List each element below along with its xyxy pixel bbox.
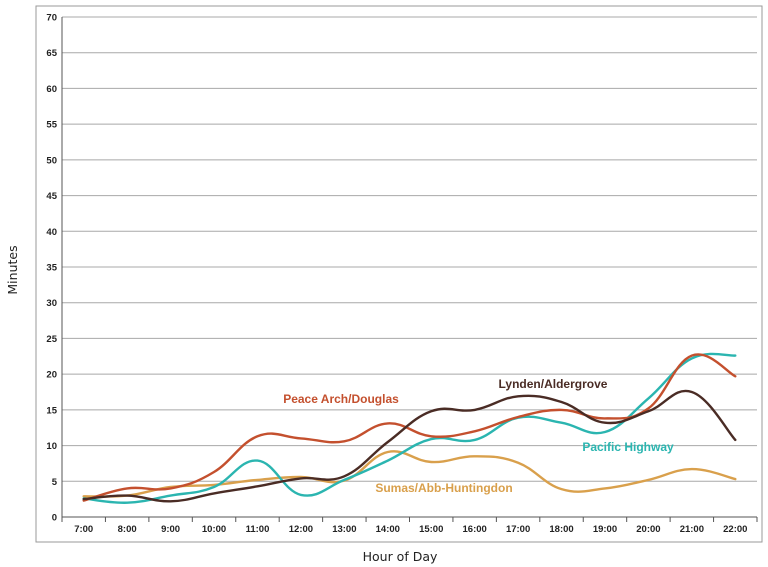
y-tick-label-60: 60 bbox=[46, 84, 57, 95]
x-tick-label-9:00: 9:00 bbox=[161, 524, 180, 535]
series-lines bbox=[82, 352, 737, 504]
x-tick-label-21:00: 21:00 bbox=[680, 524, 704, 535]
series-label-sumas-abb-huntingdon: Sumas/Abb-Huntingdon bbox=[375, 481, 512, 495]
y-tick-label-35: 35 bbox=[46, 263, 57, 274]
y-axis-title: Minutes bbox=[5, 245, 20, 294]
x-tick-label-7:00: 7:00 bbox=[74, 524, 93, 535]
y-tick-label-10: 10 bbox=[46, 441, 57, 452]
gridlines bbox=[62, 16, 757, 482]
x-tick-label-8:00: 8:00 bbox=[118, 524, 137, 535]
x-tick-label-19:00: 19:00 bbox=[593, 524, 617, 535]
outer-frame bbox=[35, 5, 763, 543]
x-tick-label-18:00: 18:00 bbox=[549, 524, 573, 535]
x-tick-label-15:00: 15:00 bbox=[419, 524, 443, 535]
series-line-peace-arch-douglas bbox=[82, 353, 737, 502]
x-tick-label-11:00: 11:00 bbox=[246, 524, 270, 535]
x-tick-label-22:00: 22:00 bbox=[723, 524, 747, 535]
y-tick-label-15: 15 bbox=[46, 405, 57, 416]
x-tick-label-17:00: 17:00 bbox=[506, 524, 530, 535]
y-tick-label-20: 20 bbox=[46, 370, 57, 381]
series-label-pacific-highway: Pacific Highway bbox=[582, 440, 674, 454]
x-tick-label-13:00: 13:00 bbox=[332, 524, 356, 535]
x-tick-label-20:00: 20:00 bbox=[636, 524, 660, 535]
series-label-lynden-aldergrove: Lynden/Aldergrove bbox=[499, 377, 608, 391]
y-tick-label-50: 50 bbox=[46, 155, 57, 166]
y-tick-label-45: 45 bbox=[46, 191, 57, 202]
y-tick-label-25: 25 bbox=[46, 334, 57, 345]
y-tick-label-30: 30 bbox=[46, 298, 57, 309]
y-tick-label-5: 5 bbox=[52, 477, 58, 488]
y-tick-label-55: 55 bbox=[46, 120, 57, 131]
x-axis-title: Hour of Day bbox=[363, 549, 438, 564]
y-tick-label-0: 0 bbox=[52, 513, 57, 524]
series-labels: Peace Arch/Douglas Lynden/Aldergrove Pacif… bbox=[283, 377, 674, 495]
x-tick-label-16:00: 16:00 bbox=[463, 524, 487, 535]
y-tick-label-70: 70 bbox=[46, 13, 57, 24]
x-tick-label-12:00: 12:00 bbox=[289, 524, 313, 535]
series-label-peace-arch-douglas: Peace Arch/Douglas bbox=[283, 392, 399, 406]
y-tick-label-40: 40 bbox=[46, 227, 57, 238]
series-line-sumas-abb-huntingdon bbox=[82, 450, 737, 498]
series-line-lynden-aldergrove bbox=[82, 389, 737, 503]
y-tick-label-65: 65 bbox=[46, 48, 57, 59]
x-tick-label-10:00: 10:00 bbox=[202, 524, 226, 535]
x-tick-label-14:00: 14:00 bbox=[376, 524, 400, 535]
axes: 0 5 10 15 20 25 30 35 40 45 50 55 60 65 70 7:00 8:00 9:00… bbox=[46, 13, 758, 535]
